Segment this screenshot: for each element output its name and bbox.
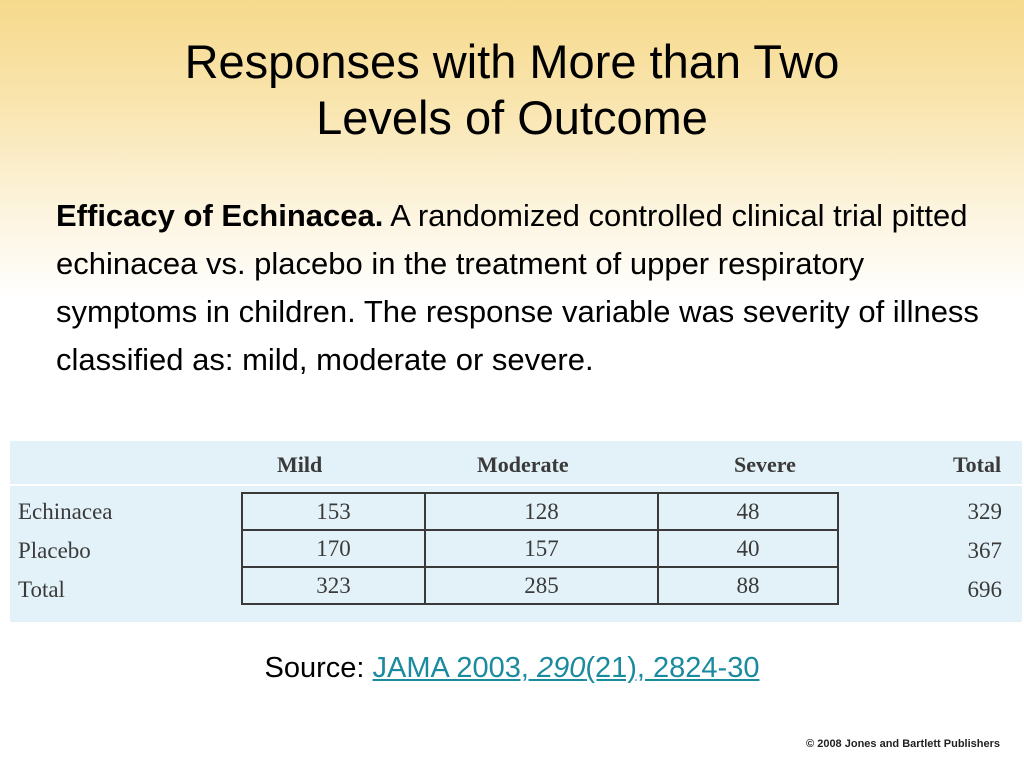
source-link-pages: (21), 2824-30 bbox=[585, 652, 760, 684]
row-label-placebo: Placebo bbox=[18, 538, 91, 563]
table-cell: 153 bbox=[241, 492, 426, 531]
table-cell: 88 bbox=[657, 566, 839, 605]
header-mild: Mild bbox=[277, 452, 323, 477]
row-label-echinacea: Echinacea bbox=[18, 499, 113, 524]
row-total-echinacea: 329 bbox=[967, 499, 1003, 524]
row-total-grand: 696 bbox=[967, 577, 1003, 602]
source-prefix: Source: bbox=[264, 652, 373, 684]
source-link[interactable]: JAMA 2003, 290(21), 2824-30 bbox=[373, 652, 760, 684]
body-paragraph: A randomized controlled clinical trial p… bbox=[56, 198, 979, 377]
row-total-placebo: 367 bbox=[967, 538, 1003, 563]
table-row: 323 285 88 bbox=[241, 566, 839, 605]
table-cell: 128 bbox=[424, 492, 659, 531]
slide-title: Responses with More than Two Levels of O… bbox=[0, 34, 1024, 146]
title-background bbox=[0, 0, 1024, 300]
header-moderate: Moderate bbox=[477, 452, 569, 477]
slide-title-line1: Responses with More than Two bbox=[184, 35, 840, 88]
header-total: Total bbox=[953, 452, 1002, 477]
table-cell: 40 bbox=[657, 529, 839, 568]
table-row: 153 128 48 bbox=[241, 492, 839, 531]
table-cell: 285 bbox=[424, 566, 659, 605]
slide-title-line2: Levels of Outcome bbox=[316, 91, 708, 144]
contingency-table: 153 128 48 170 157 40 323 285 88 bbox=[241, 492, 839, 605]
copyright-notice: © 2008 Jones and Bartlett Publishers bbox=[806, 738, 1000, 750]
table-cell: 48 bbox=[657, 492, 839, 531]
table-cell: 170 bbox=[241, 529, 426, 568]
source-citation: Source: JAMA 2003, 290(21), 2824-30 bbox=[0, 652, 1024, 685]
table-cell: 323 bbox=[241, 566, 426, 605]
row-label-total: Total bbox=[18, 577, 65, 602]
slide-body: Efficacy of Echinacea. A randomized cont… bbox=[56, 192, 996, 384]
table-header-rule bbox=[10, 484, 1022, 486]
table-cell: 157 bbox=[424, 529, 659, 568]
source-link-volume: 290 bbox=[536, 652, 586, 684]
source-link-journal: JAMA 2003, bbox=[372, 652, 537, 684]
header-severe: Severe bbox=[734, 452, 796, 477]
body-heading: Efficacy of Echinacea. bbox=[56, 198, 384, 233]
table-row: 170 157 40 bbox=[241, 529, 839, 568]
